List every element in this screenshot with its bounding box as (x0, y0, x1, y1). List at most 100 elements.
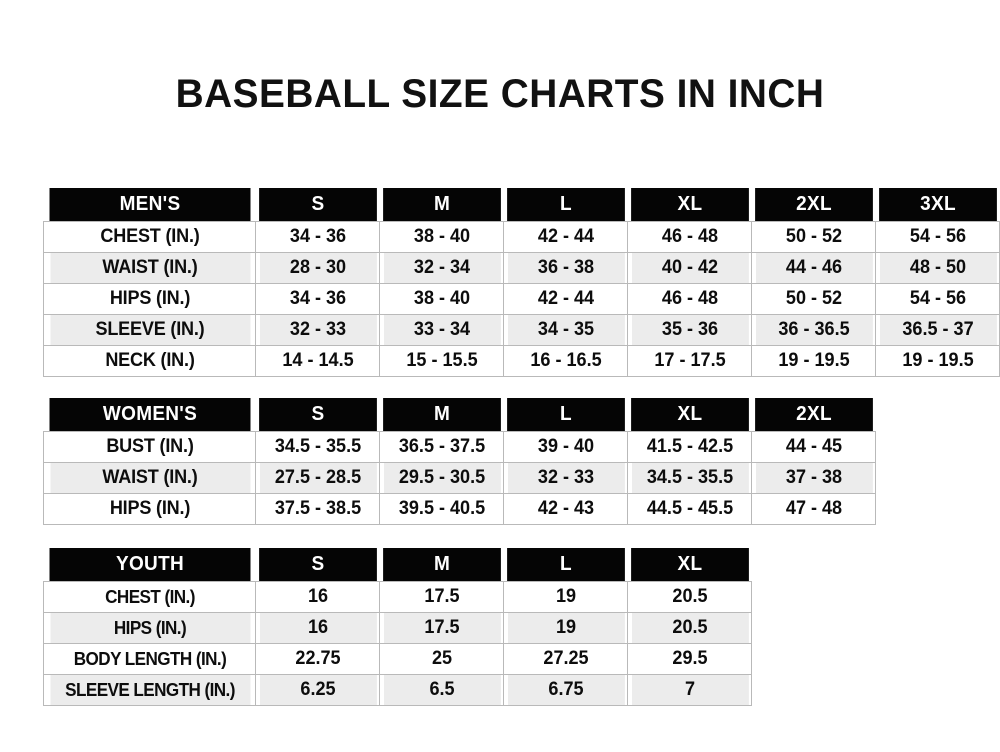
measurement-cell: 32 - 33 (258, 314, 377, 346)
row-label: SLEEVE LENGTH (IN.) (48, 674, 251, 706)
measurement-cell: 36 - 38 (506, 252, 625, 284)
measurement-cell: 46 - 48 (630, 221, 749, 253)
measurement-cell: 50 - 52 (754, 283, 873, 315)
table-corner-label: WOMEN'S (48, 398, 251, 432)
measurement-cell: 50 - 52 (754, 221, 873, 253)
row-label: HIPS (IN.) (48, 612, 251, 644)
measurement-cell: 36.5 - 37.5 (382, 431, 501, 463)
row-label: NECK (IN.) (48, 345, 251, 377)
column-header-s: S (258, 398, 377, 432)
measurement-cell: 27.25 (506, 643, 625, 675)
measurement-cell: 39.5 - 40.5 (382, 493, 501, 525)
measurement-cell: 42 - 44 (506, 221, 625, 253)
row-label: CHEST (IN.) (48, 581, 251, 613)
row-label: SLEEVE (IN.) (48, 314, 251, 346)
measurement-cell: 28 - 30 (258, 252, 377, 284)
measurement-cell: 39 - 40 (506, 431, 625, 463)
table-row: WAIST (IN.) 27.5 - 28.5 29.5 - 30.5 32 - 33… (44, 462, 876, 494)
row-label: HIPS (IN.) (48, 283, 251, 315)
measurement-cell: 41.5 - 42.5 (630, 431, 749, 463)
row-label: BODY LENGTH (IN.) (48, 643, 251, 675)
row-label: BUST (IN.) (48, 431, 251, 463)
column-header-s: S (258, 188, 377, 222)
measurement-cell: 25 (382, 643, 501, 675)
column-header-l: L (506, 548, 625, 582)
measurement-cell: 38 - 40 (382, 221, 501, 253)
table-row: WAIST (IN.) 28 - 30 32 - 34 36 - 38 40 - 42 4… (44, 252, 1000, 284)
table-corner-label: YOUTH (48, 548, 251, 582)
measurement-cell: 20.5 (630, 612, 749, 644)
table-row: BODY LENGTH (IN.) 22.75 25 27.25 29.5 (44, 643, 752, 675)
measurement-cell: 54 - 56 (878, 221, 997, 253)
measurement-cell: 32 - 33 (506, 462, 625, 494)
row-label: WAIST (IN.) (48, 252, 251, 284)
measurement-cell: 32 - 34 (382, 252, 501, 284)
measurement-cell: 34 - 35 (506, 314, 625, 346)
table-row: HIPS (IN.) 34 - 36 38 - 40 42 - 44 46 - 48 50… (44, 283, 1000, 315)
column-header-2xl: 2XL (754, 398, 873, 432)
measurement-cell: 33 - 34 (382, 314, 501, 346)
measurement-cell: 6.75 (506, 674, 625, 706)
measurement-cell: 20.5 (630, 581, 749, 613)
measurement-cell: 6.25 (258, 674, 377, 706)
measurement-cell: 19 (506, 612, 625, 644)
column-header-2xl: 2XL (754, 188, 873, 222)
measurement-cell: 34.5 - 35.5 (630, 462, 749, 494)
table-row: HIPS (IN.) 37.5 - 38.5 39.5 - 40.5 42 - 43 4… (44, 493, 876, 525)
page-title: BASEBALL SIZE CHARTS IN INCH (175, 72, 825, 116)
column-header-s: S (258, 548, 377, 582)
measurement-cell: 34 - 36 (258, 283, 377, 315)
column-header-3xl: 3XL (878, 188, 997, 222)
measurement-cell: 37 - 38 (754, 462, 873, 494)
measurement-cell: 17.5 (382, 581, 501, 613)
measurement-cell: 34 - 36 (258, 221, 377, 253)
measurement-cell: 47 - 48 (754, 493, 873, 525)
measurement-cell: 16 (258, 612, 377, 644)
table-row: SLEEVE (IN.) 32 - 33 33 - 34 34 - 35 35 - 36… (44, 314, 1000, 346)
measurement-cell: 19 (506, 581, 625, 613)
table-row: CHEST (IN.) 16 17.5 19 20.5 (44, 581, 752, 613)
measurement-cell: 34.5 - 35.5 (258, 431, 377, 463)
measurement-cell: 6.5 (382, 674, 501, 706)
column-header-l: L (506, 188, 625, 222)
measurement-cell: 14 - 14.5 (258, 345, 377, 377)
measurement-cell: 29.5 - 30.5 (382, 462, 501, 494)
column-header-m: M (382, 398, 501, 432)
table-header-row: WOMEN'S S M L XL 2XL (44, 398, 876, 432)
column-header-l: L (506, 398, 625, 432)
measurement-cell: 29.5 (630, 643, 749, 675)
column-header-m: M (382, 188, 501, 222)
measurement-cell: 44 - 45 (754, 431, 873, 463)
measurement-cell: 40 - 42 (630, 252, 749, 284)
measurement-cell: 16 - 16.5 (506, 345, 625, 377)
table-header-row: YOUTH S M L XL (44, 548, 752, 582)
measurement-cell: 15 - 15.5 (382, 345, 501, 377)
measurement-cell: 46 - 48 (630, 283, 749, 315)
table-row: HIPS (IN.) 16 17.5 19 20.5 (44, 612, 752, 644)
table-row: BUST (IN.) 34.5 - 35.5 36.5 - 37.5 39 - 40 4… (44, 431, 876, 463)
measurement-cell: 44 - 46 (754, 252, 873, 284)
measurement-cell: 42 - 43 (506, 493, 625, 525)
column-header-xl: XL (630, 188, 749, 222)
row-label: WAIST (IN.) (48, 462, 251, 494)
measurement-cell: 38 - 40 (382, 283, 501, 315)
row-label: CHEST (IN.) (48, 221, 251, 253)
measurement-cell: 17.5 (382, 612, 501, 644)
measurement-cell: 16 (258, 581, 377, 613)
measurement-cell: 17 - 17.5 (630, 345, 749, 377)
column-header-xl: XL (630, 548, 749, 582)
measurement-cell: 27.5 - 28.5 (258, 462, 377, 494)
table-row: NECK (IN.) 14 - 14.5 15 - 15.5 16 - 16.5 17 … (44, 345, 1000, 377)
table-row: SLEEVE LENGTH (IN.) 6.25 6.5 6.75 7 (44, 674, 752, 706)
mens-size-table: MEN'S S M L XL 2XL 3XL CHEST (IN.) 34 - 36 38 - 4… (43, 188, 1000, 377)
womens-size-table: WOMEN'S S M L XL 2XL BUST (IN.) 34.5 - 35.5 36.5… (43, 398, 876, 525)
measurement-cell: 42 - 44 (506, 283, 625, 315)
measurement-cell: 35 - 36 (630, 314, 749, 346)
table-row: CHEST (IN.) 34 - 36 38 - 40 42 - 44 46 - 48 5… (44, 221, 1000, 253)
measurement-cell: 48 - 50 (878, 252, 997, 284)
youth-size-table: YOUTH S M L XL CHEST (IN.) 16 17.5 19 20.5 HIPS (I… (43, 548, 752, 706)
measurement-cell: 36 - 36.5 (754, 314, 873, 346)
measurement-cell: 7 (630, 674, 749, 706)
measurement-cell: 22.75 (258, 643, 377, 675)
row-label: HIPS (IN.) (48, 493, 251, 525)
